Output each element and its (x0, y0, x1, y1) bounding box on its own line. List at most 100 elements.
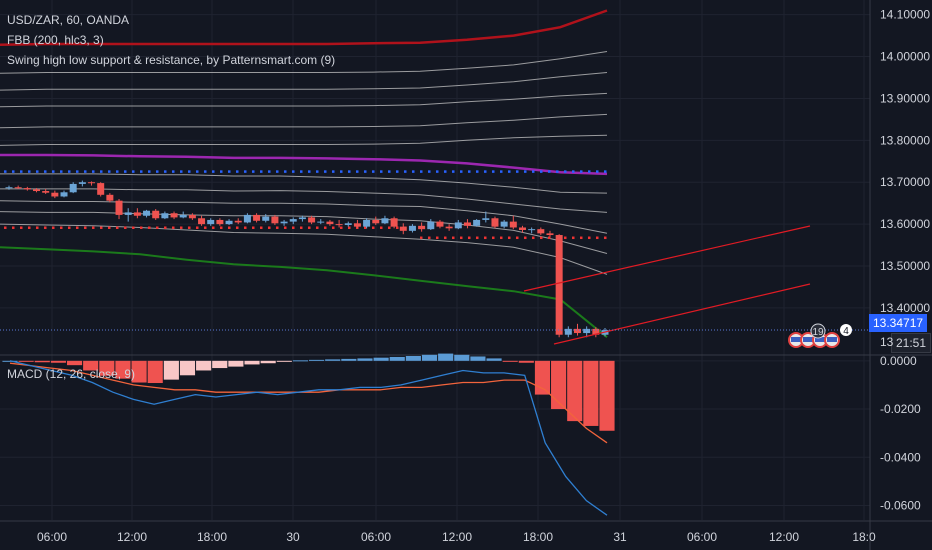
macd-legend: MACD (12, 26, close, 9) (7, 366, 135, 382)
swing-low-dot (68, 226, 71, 229)
swing-low-dot (212, 226, 215, 229)
swing-high-dot (28, 170, 31, 173)
macd-histogram-bar (389, 356, 405, 361)
candle-body (555, 235, 563, 335)
macd-axis: 0.0000 -0.0200 -0.0400 -0.0600 (880, 354, 921, 513)
macd-histogram-bar (50, 360, 66, 363)
candle-body (418, 225, 426, 230)
swing-low-dot (132, 226, 135, 229)
fbb-indicator-label[interactable]: FBB (200, hlc3, 3) (7, 33, 104, 47)
swing-high-dot (284, 170, 287, 173)
swing-indicator-label[interactable]: Swing high low support & resistance, by … (7, 53, 336, 67)
swing-high-dot (572, 170, 575, 173)
macd-histogram-bar (260, 360, 276, 364)
swing-low-dot (220, 226, 223, 229)
candle-body (573, 328, 581, 334)
candle-body (399, 226, 407, 231)
swing-low-dot (372, 226, 375, 229)
macd-histogram-bar (373, 357, 389, 361)
swing-high-dot (60, 170, 63, 173)
macd-histogram-bar (147, 360, 163, 384)
price-tick-label: 14.00000 (880, 50, 930, 64)
price-tick-label: 13.70000 (880, 175, 930, 189)
macd-histogram-bar (179, 360, 196, 376)
swing-high-dot (244, 170, 247, 173)
swing-low-dot (300, 226, 303, 229)
swing-low-dot (340, 226, 343, 229)
swing-low-dot (148, 226, 151, 229)
candle-body (133, 212, 141, 216)
swing-high-dot (348, 170, 351, 173)
candle-body (500, 221, 508, 227)
band-line-band-upper-5 (0, 134, 608, 146)
macd-histogram-bar (551, 360, 567, 410)
trend-line-lower (553, 283, 811, 345)
swing-low-dot (500, 236, 503, 240)
macd-histogram-bar (599, 360, 615, 431)
swing-high-dot (324, 170, 327, 173)
candle-body (152, 210, 160, 219)
swing-high-dot (228, 170, 231, 173)
candle-body (344, 223, 352, 225)
fbb-bands (0, 9, 608, 338)
swing-high-dot (596, 170, 599, 173)
candle-body (482, 218, 490, 220)
swing-low-dot (388, 226, 391, 229)
candle-body (78, 182, 86, 184)
event-flag-stripe (815, 337, 825, 342)
macd-line (9, 360, 608, 516)
macd-histogram-bar (163, 360, 179, 380)
symbol-title[interactable]: USD/ZAR, 60, OANDA (7, 13, 130, 27)
swing-low-dot (292, 226, 295, 229)
price-tick-label: 13.60000 (880, 217, 930, 231)
swing-high-dot (36, 170, 39, 173)
candle-body (115, 200, 123, 215)
swing-low-dot (244, 226, 247, 229)
swing-low-dot (60, 226, 63, 229)
swing-low-dot (596, 236, 599, 240)
candle-body (14, 187, 22, 189)
swing-low-dot (252, 226, 255, 229)
time-tick-label: 12:00 (117, 530, 147, 544)
swing-high-dot (300, 170, 303, 173)
time-tick-label: 12:00 (769, 530, 799, 544)
band-line-band-upper-2 (0, 72, 608, 91)
swing-low-dot (588, 236, 591, 240)
band-line-fbb-mid (0, 153, 608, 176)
swing-high-dot (340, 170, 343, 173)
event-count-icon (840, 324, 852, 336)
swing-high-dot (356, 170, 359, 173)
event-flag-stripe (791, 337, 801, 342)
swing-low-dot (268, 226, 271, 229)
swing-high-dot (364, 170, 367, 173)
candle-body (353, 223, 361, 227)
swing-high-dot (372, 170, 375, 173)
candle-body (463, 222, 471, 226)
band-line-fbb-bottom (0, 246, 608, 338)
macd-indicator-label[interactable]: MACD (12, 26, close, 9) (7, 367, 136, 381)
candle-body (106, 194, 114, 201)
main-legend: USD/ZAR, 60, OANDA FBB (200, hlc3, 3) Sw… (7, 12, 335, 72)
swing-high-dot (156, 170, 159, 173)
band-line-band-upper-4 (0, 113, 608, 129)
macd-tick-label: -0.0400 (880, 450, 921, 464)
swing-low-dot (228, 226, 231, 229)
swing-high-dot (468, 170, 471, 173)
swing-low-dot (92, 226, 95, 229)
swing-high-dot (252, 170, 255, 173)
swing-high-dot (308, 170, 311, 173)
candle-body (436, 221, 444, 227)
candle-body (271, 216, 279, 224)
swing-high-dot (172, 170, 175, 173)
swing-low-dot (476, 236, 479, 240)
swing-low-dot (532, 236, 535, 240)
swing-high-dot (12, 170, 15, 173)
candle-body (528, 229, 536, 231)
swing-high-dot (44, 170, 47, 173)
swing-low-dot (460, 236, 463, 240)
swing-low-dot (604, 236, 607, 240)
swing-low-dot (364, 226, 367, 229)
candle-body (317, 221, 325, 223)
candle-body (234, 220, 242, 223)
